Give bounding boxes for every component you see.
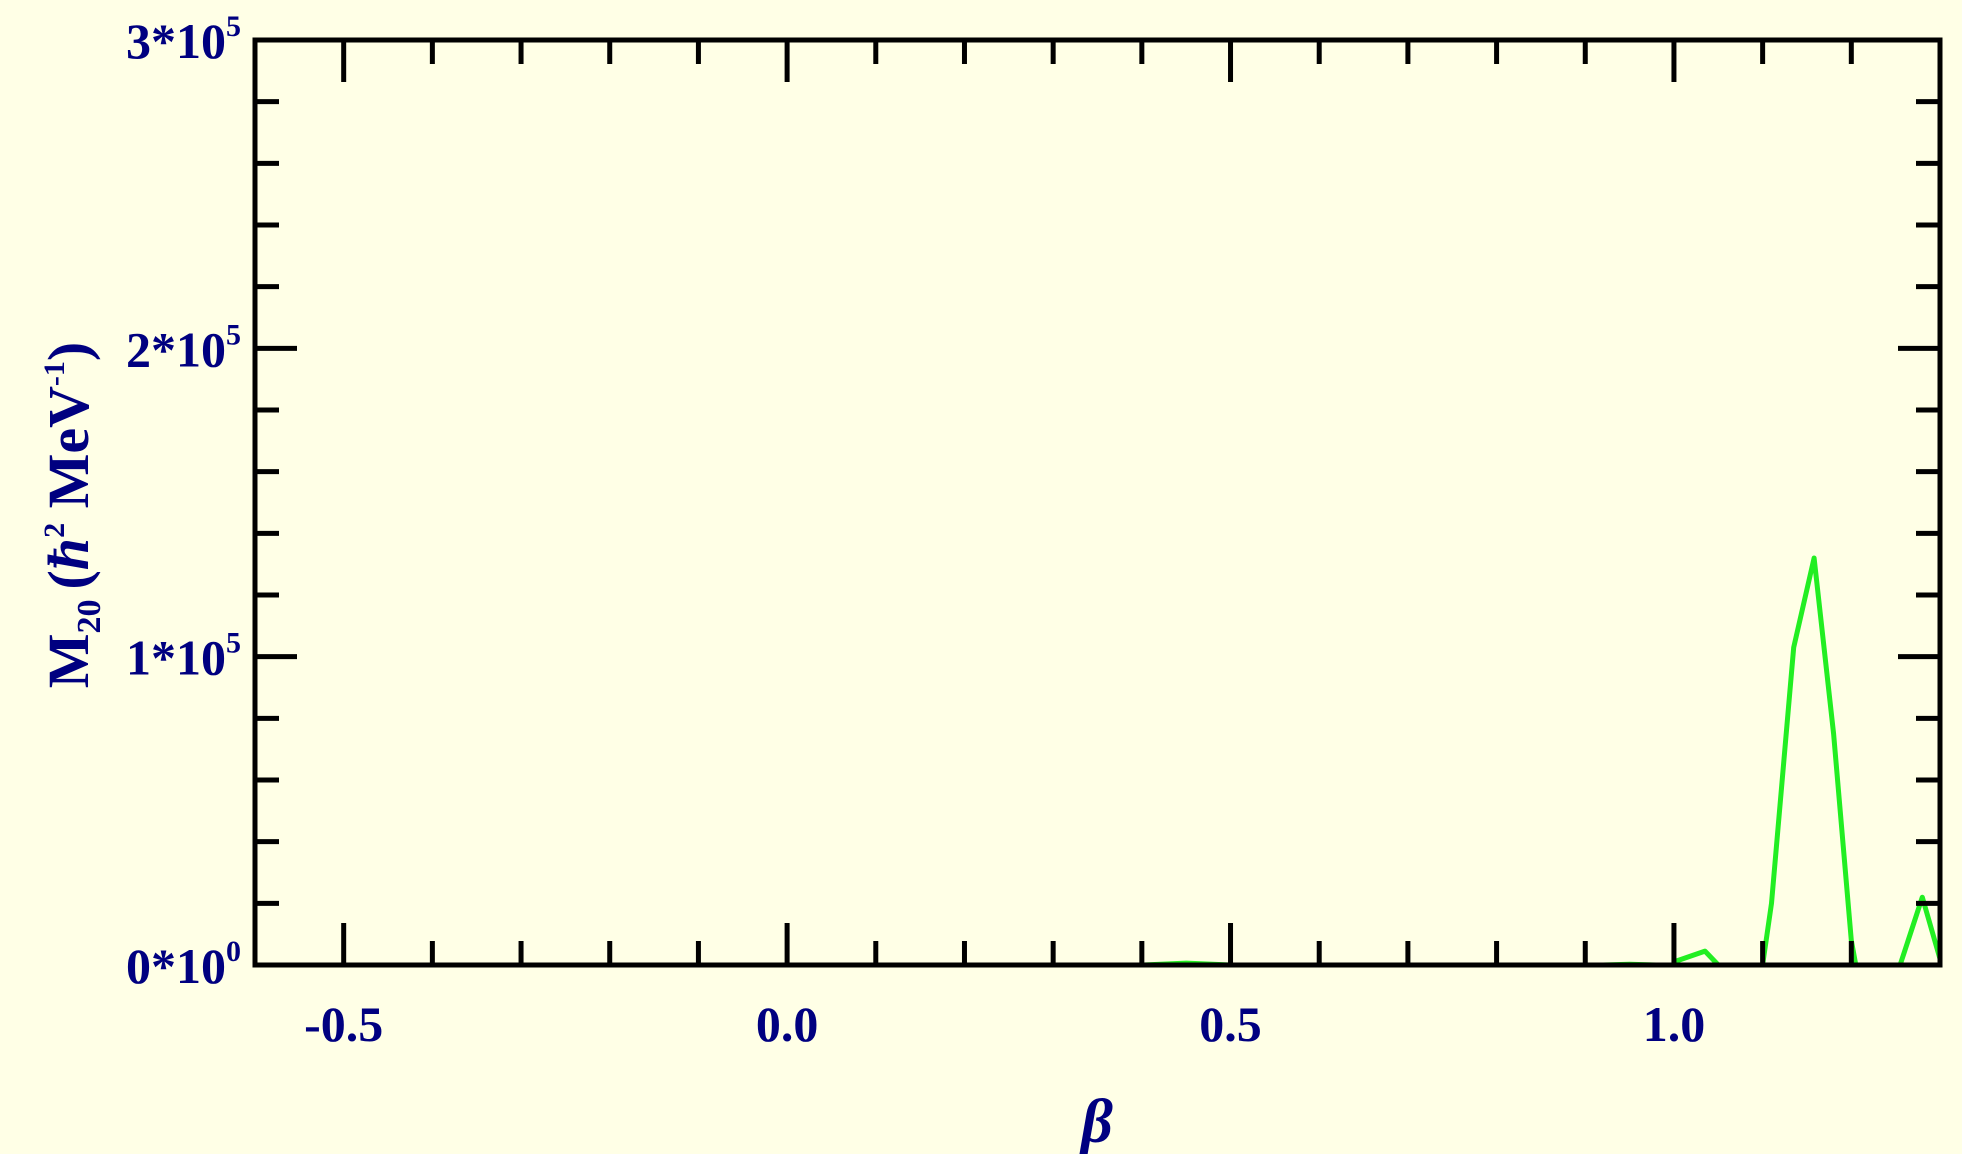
y-axis-title-unit-sup: -1 (38, 361, 71, 386)
y-tick-label-base: 1*10 (126, 630, 226, 686)
y-tick-label-base: 3*10 (126, 13, 226, 69)
y-tick-label: 0*100 (126, 935, 241, 994)
x-tick-label: 1.0 (1643, 996, 1706, 1052)
series-line (1673, 948, 1721, 967)
y-tick-label-exponent: 5 (226, 10, 241, 43)
y-tick-label-exponent: 0 (226, 935, 241, 968)
y-tick-label-exponent: 5 (226, 627, 241, 660)
x-tick-label: 0.0 (756, 996, 819, 1052)
x-axis-title: β (1079, 1088, 1113, 1154)
y-axis-title-main: M (36, 634, 101, 689)
x-tick-label: 0.5 (1199, 996, 1262, 1052)
y-axis-title-open: ( (36, 570, 101, 589)
y-axis-title-close: ) (36, 342, 101, 361)
y-axis-title-hbar: ħ (36, 538, 101, 570)
y-axis-title-unit: MeV (36, 386, 101, 523)
y-tick-label-base: 2*10 (126, 321, 226, 377)
y-tick-label: 1*105 (126, 627, 241, 686)
y-tick-label: 3*105 (126, 10, 241, 69)
y-tick-label-exponent: 5 (226, 318, 241, 351)
series-line (1897, 894, 1943, 966)
x-tick-label: -0.5 (304, 996, 383, 1052)
y-tick-label-base: 0*10 (126, 938, 226, 994)
plot-frame (252, 37, 1943, 968)
y-tick-label: 2*105 (126, 318, 241, 377)
series-line (1760, 555, 1859, 966)
y-axis-title-sub: 20 (71, 600, 108, 634)
y-axis-title: M20 (ħ2 MeV-1) (36, 342, 108, 689)
y-axis-title-hbar-sup: 2 (38, 523, 71, 538)
